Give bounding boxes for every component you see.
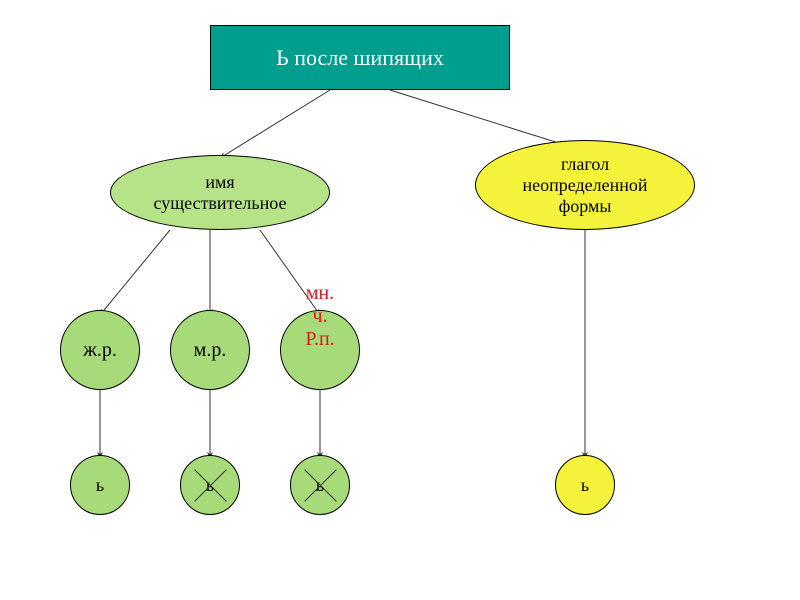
soft-sign-circle-s4: ь: [555, 455, 615, 515]
connector-line: [100, 230, 170, 315]
soft-sign-circle-s1: ь: [70, 455, 130, 515]
title-box: Ь после шипящих: [210, 25, 510, 90]
verb-text: глагол неопределенной формы: [522, 154, 647, 217]
mn-label-line: мн.: [286, 282, 354, 305]
title-text: Ь после шипящих: [276, 45, 444, 71]
diagram-canvas: { "title": { "text": "Ь после шипящих", …: [0, 0, 800, 600]
soft-sign-label: ь: [581, 475, 589, 496]
mn-label-line: ч.: [286, 305, 354, 328]
gender-circle-label: м.р.: [194, 339, 227, 362]
gender-circle-mr: м.р.: [170, 310, 250, 390]
verb-ellipse: глагол неопределенной формы: [475, 140, 695, 230]
soft-sign-label: ь: [96, 475, 104, 496]
gender-circle-zhr: ж.р.: [60, 310, 140, 390]
gender-circle-label: ж.р.: [83, 339, 117, 362]
connector-line: [220, 90, 330, 158]
mn-label: мн.ч.Р.п.: [286, 282, 354, 351]
connector-line: [390, 90, 565, 145]
noun-ellipse: имя существительное: [110, 155, 330, 230]
connectors-layer: [0, 0, 800, 600]
noun-text: имя существительное: [154, 172, 287, 214]
mn-label-line: Р.п.: [286, 328, 354, 351]
